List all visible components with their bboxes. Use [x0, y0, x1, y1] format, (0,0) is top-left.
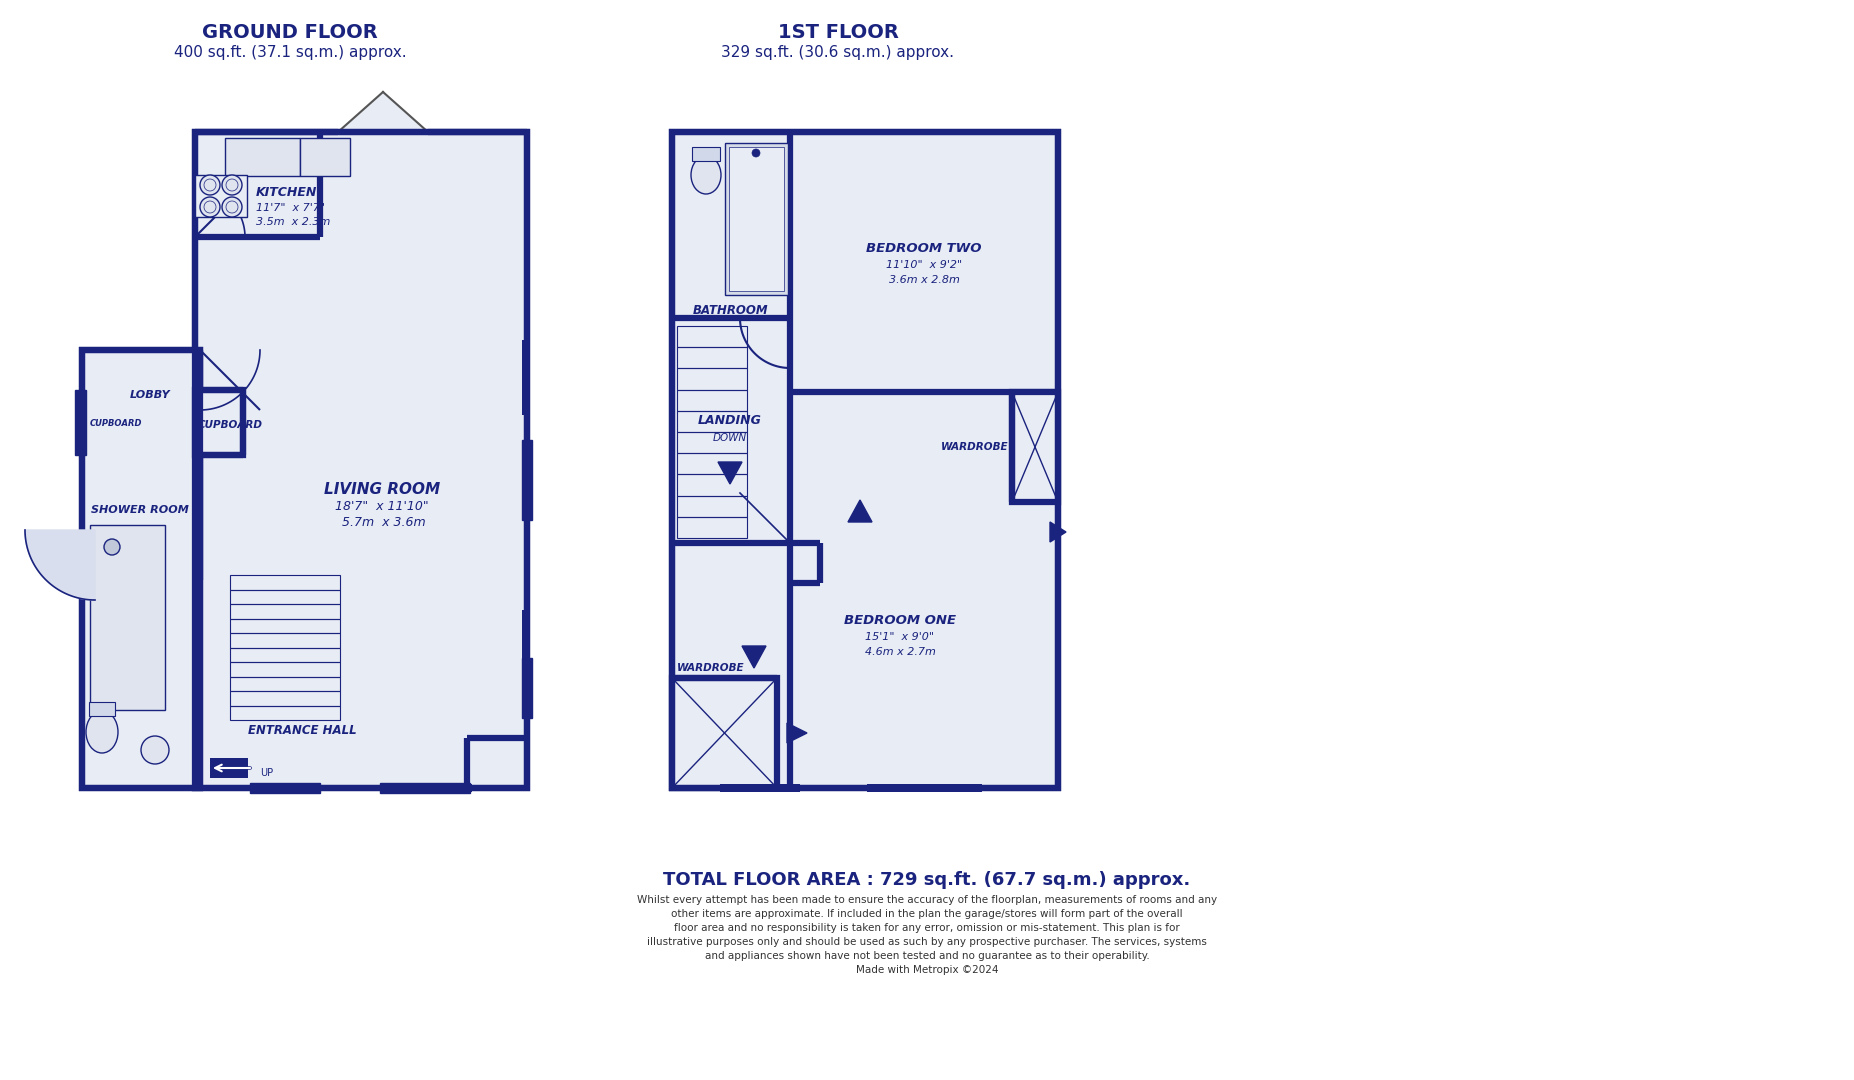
Bar	[677, 410, 747, 432]
Bar	[230, 604, 339, 619]
Bar	[671, 678, 777, 788]
Bar	[386, 784, 473, 792]
Bar	[692, 147, 719, 161]
Circle shape	[104, 539, 121, 555]
Text: 18'7"  x 11'10": 18'7" x 11'10"	[336, 500, 428, 513]
Text: 15'1"  x 9'0": 15'1" x 9'0"	[866, 632, 934, 642]
Bar	[91, 525, 165, 710]
Text: 400 sq.ft. (37.1 sq.m.) approx.: 400 sq.ft. (37.1 sq.m.) approx.	[174, 44, 406, 59]
Bar	[523, 440, 532, 519]
Polygon shape	[847, 500, 871, 522]
Circle shape	[200, 175, 221, 195]
Text: DOWN: DOWN	[714, 433, 747, 443]
Bar	[677, 474, 747, 496]
Bar	[719, 784, 799, 792]
Polygon shape	[786, 723, 806, 743]
Bar	[677, 496, 747, 517]
Bar	[523, 340, 530, 415]
Text: UP: UP	[260, 768, 273, 778]
Polygon shape	[717, 462, 742, 484]
Bar	[230, 648, 339, 662]
Text: ENTRANCE HALL: ENTRANCE HALL	[248, 724, 356, 737]
Bar	[230, 662, 339, 676]
Bar	[82, 350, 200, 788]
Text: 11'10"  x 9'2": 11'10" x 9'2"	[886, 260, 962, 270]
Text: SHOWER ROOM: SHOWER ROOM	[91, 505, 189, 515]
Bar	[195, 390, 243, 455]
Bar	[868, 784, 983, 792]
Bar	[230, 705, 339, 720]
Text: 3.5m  x 2.3m: 3.5m x 2.3m	[256, 217, 330, 227]
Ellipse shape	[85, 711, 119, 753]
Text: 4.6m x 2.7m: 4.6m x 2.7m	[864, 647, 936, 657]
Bar	[677, 368, 747, 390]
Bar	[224, 138, 300, 176]
Text: LANDING: LANDING	[699, 414, 762, 427]
Text: 11'7"  x 7'7": 11'7" x 7'7"	[256, 203, 324, 213]
Bar	[89, 702, 115, 716]
Bar	[523, 658, 532, 718]
Text: BATHROOM: BATHROOM	[693, 303, 769, 316]
Text: WARDROBE: WARDROBE	[677, 663, 745, 673]
Bar	[671, 132, 1059, 788]
Bar	[74, 390, 85, 455]
Bar	[725, 143, 788, 295]
Text: CUPBOARD: CUPBOARD	[91, 418, 143, 428]
Text: 329 sq.ft. (30.6 sq.m.) approx.: 329 sq.ft. (30.6 sq.m.) approx.	[721, 44, 955, 59]
Text: 5.7m  x 3.6m: 5.7m x 3.6m	[337, 516, 426, 529]
Polygon shape	[742, 646, 766, 669]
Text: Made with Metropix ©2024: Made with Metropix ©2024	[857, 966, 997, 975]
Ellipse shape	[692, 156, 721, 194]
Text: BEDROOM ONE: BEDROOM ONE	[844, 613, 957, 626]
Text: illustrative purposes only and should be used as such by any prospective purchas: illustrative purposes only and should be…	[647, 937, 1207, 947]
Bar	[195, 132, 527, 788]
Circle shape	[222, 175, 243, 195]
Text: 1ST FLOOR: 1ST FLOOR	[777, 24, 899, 42]
Text: LOBBY: LOBBY	[130, 390, 171, 400]
Circle shape	[753, 149, 760, 157]
Bar	[300, 138, 350, 176]
Text: Whilst every attempt has been made to ensure the accuracy of the floorplan, meas: Whilst every attempt has been made to en…	[638, 895, 1216, 905]
Bar	[1012, 392, 1059, 502]
Bar	[195, 175, 247, 217]
Text: CUPBOARD: CUPBOARD	[198, 420, 263, 430]
Bar	[677, 347, 747, 368]
Bar	[230, 691, 339, 705]
Text: WARDROBE: WARDROBE	[942, 442, 1009, 453]
Bar	[210, 758, 248, 778]
Polygon shape	[337, 92, 428, 132]
Bar	[230, 633, 339, 648]
Circle shape	[222, 197, 243, 217]
Bar	[677, 432, 747, 454]
Bar	[677, 326, 747, 347]
Polygon shape	[1049, 522, 1066, 542]
Bar	[380, 783, 471, 793]
Bar	[250, 783, 321, 793]
Text: LIVING ROOM: LIVING ROOM	[324, 483, 439, 498]
Text: KITCHEN: KITCHEN	[256, 187, 317, 200]
Polygon shape	[24, 530, 95, 600]
Bar	[677, 390, 747, 410]
Circle shape	[200, 197, 221, 217]
Bar	[729, 147, 784, 291]
Bar	[677, 454, 747, 474]
Bar	[671, 132, 1059, 788]
Bar	[230, 676, 339, 691]
Text: 3.6m x 2.8m: 3.6m x 2.8m	[888, 275, 959, 285]
Text: floor area and no responsibility is taken for any error, omission or mis-stateme: floor area and no responsibility is take…	[675, 923, 1179, 933]
Text: TOTAL FLOOR AREA : 729 sq.ft. (67.7 sq.m.) approx.: TOTAL FLOOR AREA : 729 sq.ft. (67.7 sq.m…	[664, 870, 1190, 889]
Circle shape	[141, 735, 169, 764]
Text: and appliances shown have not been tested and no guarantee as to their operabili: and appliances shown have not been teste…	[705, 951, 1149, 961]
Bar	[82, 350, 200, 788]
Bar	[677, 517, 747, 538]
Text: BEDROOM TWO: BEDROOM TWO	[866, 242, 983, 255]
Bar	[230, 590, 339, 604]
Bar	[523, 610, 530, 685]
Text: GROUND FLOOR: GROUND FLOOR	[202, 24, 378, 42]
Bar	[195, 132, 527, 788]
Bar	[230, 619, 339, 633]
Text: other items are approximate. If included in the plan the garage/stores will form: other items are approximate. If included…	[671, 909, 1183, 919]
Bar	[250, 784, 319, 792]
Bar	[230, 575, 339, 590]
